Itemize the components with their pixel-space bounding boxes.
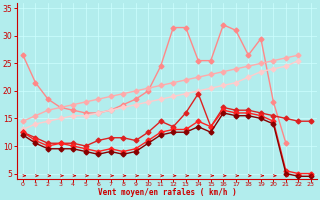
X-axis label: Vent moyen/en rafales ( km/h ): Vent moyen/en rafales ( km/h ) — [98, 188, 236, 197]
